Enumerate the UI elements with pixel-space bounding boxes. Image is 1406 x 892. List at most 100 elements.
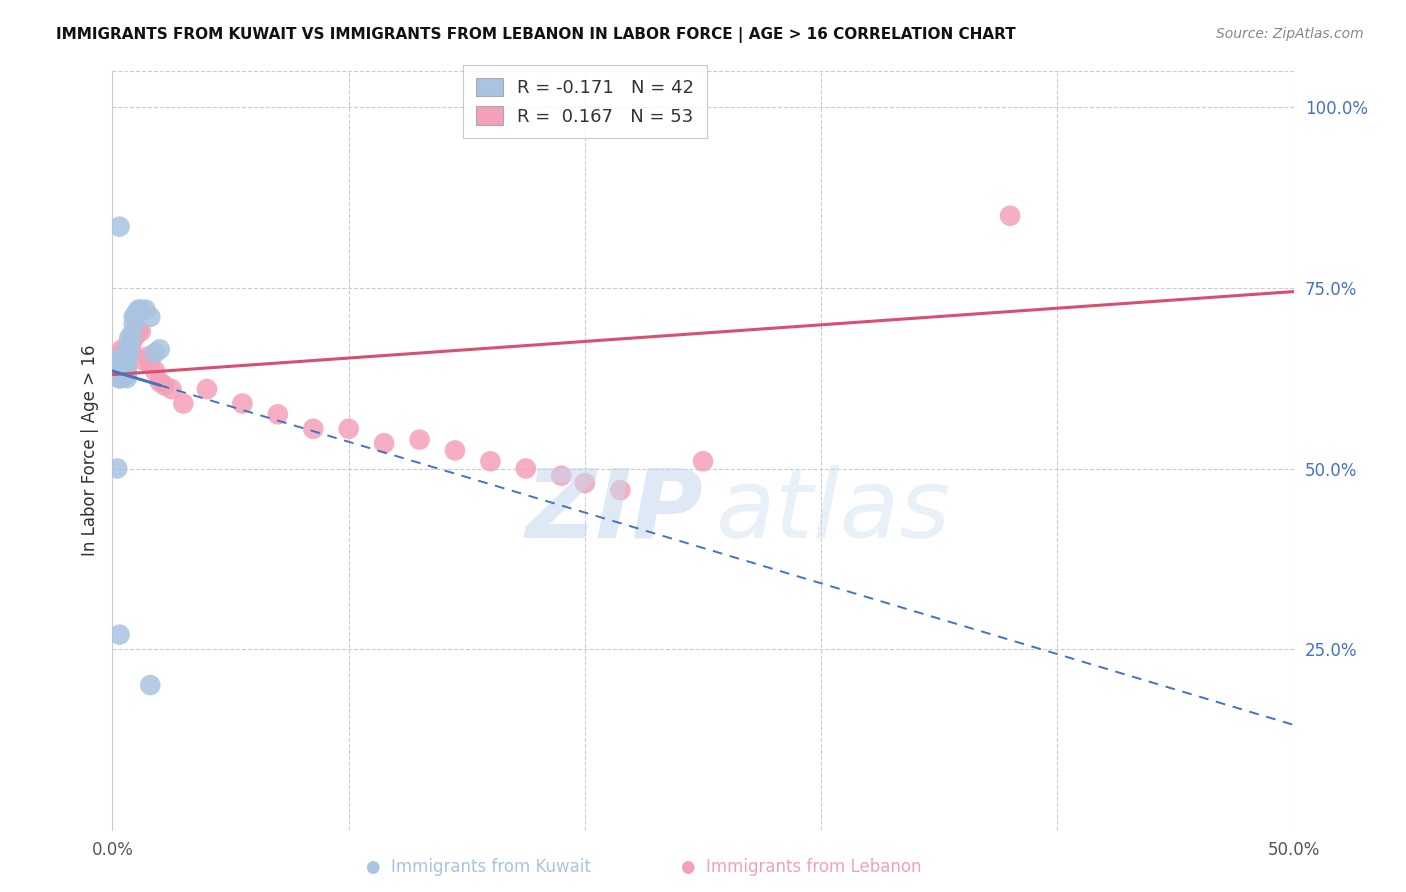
Point — [153, 378, 176, 392]
Point — [267, 408, 290, 422]
Point — [115, 343, 138, 357]
Point — [105, 353, 128, 368]
Point — [444, 443, 467, 458]
Point — [111, 360, 134, 375]
Point — [115, 371, 138, 385]
Point — [112, 354, 135, 368]
Text: ZIP: ZIP — [524, 465, 703, 558]
Point — [479, 454, 502, 468]
Point — [108, 371, 131, 385]
Point — [118, 346, 141, 360]
Point — [115, 368, 138, 382]
Point — [160, 382, 183, 396]
Point — [108, 357, 131, 371]
Point — [105, 364, 128, 378]
Point — [149, 375, 172, 389]
Point — [108, 350, 131, 364]
Point — [105, 368, 128, 382]
Text: IMMIGRANTS FROM KUWAIT VS IMMIGRANTS FROM LEBANON IN LABOR FORCE | AGE > 16 CORR: IMMIGRANTS FROM KUWAIT VS IMMIGRANTS FRO… — [56, 27, 1017, 43]
Point — [104, 364, 127, 378]
Point — [105, 360, 128, 375]
Legend: R = -0.171   N = 42, R =  0.167   N = 53: R = -0.171 N = 42, R = 0.167 N = 53 — [463, 65, 707, 138]
Point — [115, 364, 138, 378]
Point — [129, 324, 152, 338]
Point — [104, 353, 127, 368]
Point — [112, 346, 135, 360]
Point — [127, 302, 149, 317]
Text: ●  Immigrants from Kuwait: ● Immigrants from Kuwait — [366, 858, 591, 876]
Point — [115, 353, 138, 368]
Point — [120, 343, 142, 357]
Point — [122, 317, 145, 331]
Point — [118, 332, 141, 346]
Point — [143, 364, 166, 378]
Point — [112, 353, 135, 368]
Point — [108, 364, 131, 378]
Point — [373, 436, 395, 450]
Point — [108, 627, 131, 641]
Point — [115, 357, 138, 371]
Point — [112, 359, 135, 373]
Point — [105, 353, 128, 368]
Point — [108, 360, 131, 375]
Text: ●  Immigrants from Lebanon: ● Immigrants from Lebanon — [681, 858, 922, 876]
Point — [118, 346, 141, 360]
Point — [111, 354, 134, 368]
Point — [122, 332, 145, 346]
Point — [127, 324, 149, 338]
Point — [574, 475, 596, 490]
Point — [111, 343, 134, 357]
Point — [125, 306, 148, 320]
Point — [609, 483, 631, 498]
Point — [105, 368, 128, 382]
Point — [129, 302, 152, 317]
Point — [118, 339, 141, 353]
Point — [515, 461, 537, 475]
Point — [111, 368, 134, 382]
Point — [149, 343, 172, 357]
Point — [139, 357, 162, 371]
Point — [139, 678, 162, 692]
Point — [135, 302, 157, 317]
Point — [104, 360, 127, 375]
Point — [122, 310, 145, 324]
Point — [118, 339, 141, 353]
Point — [120, 327, 142, 342]
Point — [125, 327, 148, 342]
Text: Source: ZipAtlas.com: Source: ZipAtlas.com — [1216, 27, 1364, 41]
Point — [105, 360, 128, 375]
Point — [104, 360, 127, 375]
Point — [105, 461, 128, 475]
Point — [172, 396, 194, 410]
Point — [111, 350, 134, 364]
Point — [692, 454, 714, 468]
Point — [111, 357, 134, 371]
Point — [139, 310, 162, 324]
Point — [108, 353, 131, 368]
Point — [143, 346, 166, 360]
Point — [998, 209, 1021, 223]
Y-axis label: In Labor Force | Age > 16: In Labor Force | Age > 16 — [80, 344, 98, 557]
Point — [112, 369, 135, 384]
Text: atlas: atlas — [714, 465, 950, 558]
Point — [111, 364, 134, 378]
Point — [136, 350, 159, 364]
Point — [231, 396, 253, 410]
Point — [112, 364, 135, 378]
Point — [112, 366, 135, 380]
Point — [108, 364, 131, 378]
Point — [104, 357, 127, 371]
Point — [132, 353, 155, 368]
Point — [120, 335, 142, 350]
Point — [111, 368, 134, 382]
Point — [108, 368, 131, 382]
Point — [108, 371, 131, 385]
Point — [408, 433, 430, 447]
Point — [115, 360, 138, 375]
Point — [550, 468, 572, 483]
Point — [111, 360, 134, 375]
Point — [337, 422, 360, 436]
Point — [195, 382, 218, 396]
Point — [112, 360, 135, 375]
Point — [108, 357, 131, 371]
